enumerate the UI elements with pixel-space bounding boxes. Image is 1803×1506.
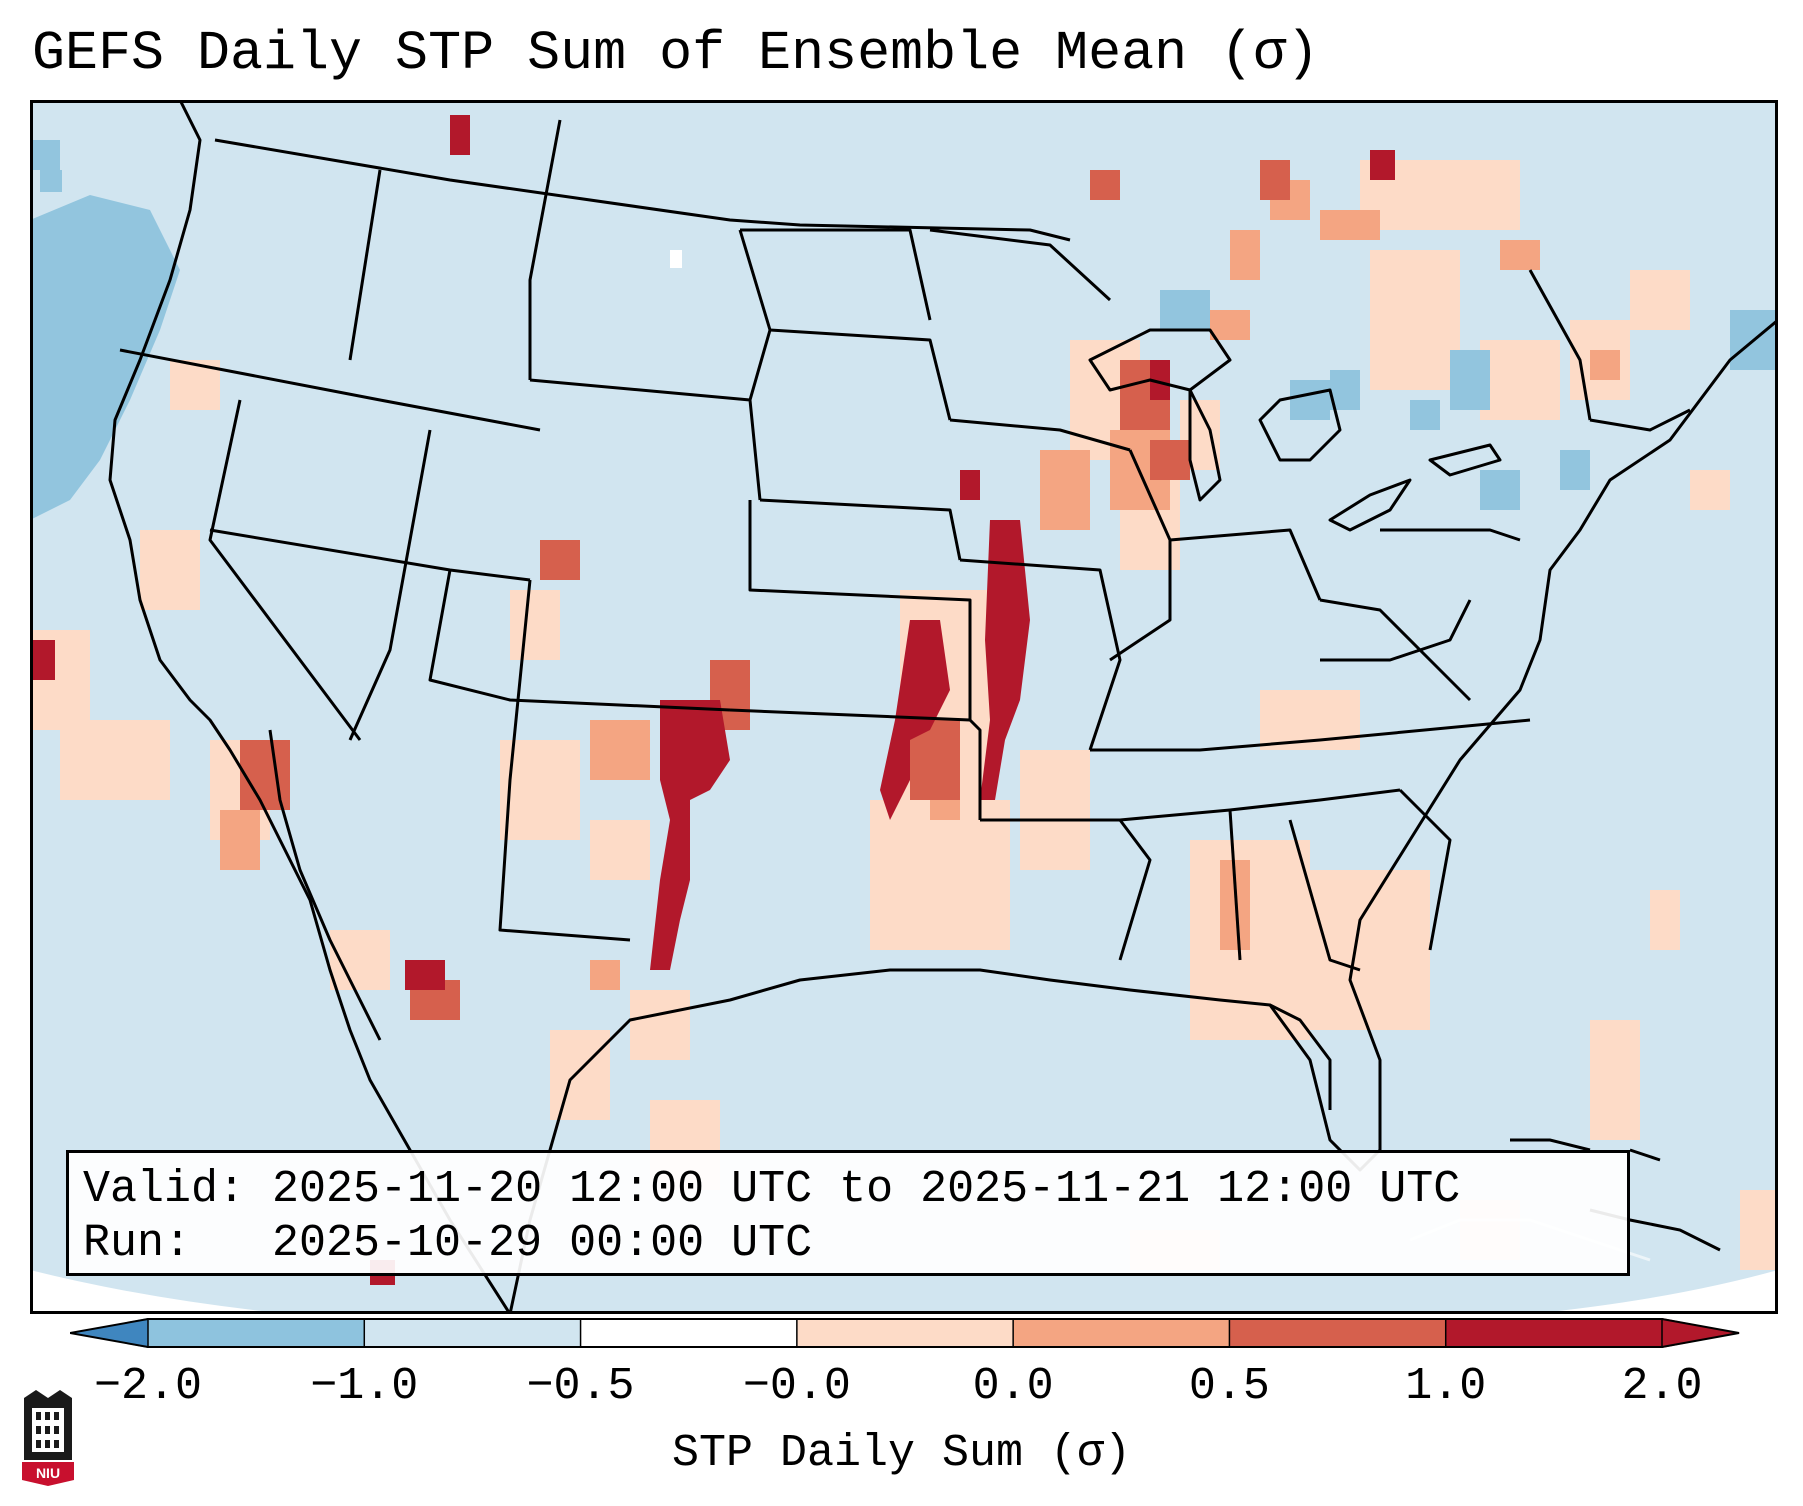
strong-positive-cells [240, 160, 1290, 1020]
colorbar [70, 1318, 1740, 1348]
lakes-negative-cells [1160, 290, 1778, 510]
colorbar-tick-label: −1.0 [310, 1361, 419, 1412]
projection-edge-left [30, 1270, 290, 1314]
colorbar-segment [1013, 1318, 1230, 1348]
run-time-text: Run: 2025-10-29 00:00 UTC [83, 1218, 813, 1269]
colorbar-label: STP Daily Sum (σ) [671, 1428, 1132, 1479]
colorbar-segment [580, 1318, 798, 1348]
colorbar-tick-label: 0.0 [972, 1361, 1054, 1412]
colorbar-tick-label: −0.0 [742, 1361, 851, 1412]
colorbar-segment [1229, 1318, 1447, 1348]
map-title: GEFS Daily STP Sum of Ensemble Mean (σ) [32, 22, 1320, 85]
map-panel [30, 100, 1778, 1314]
map-border [30, 100, 1778, 1314]
colorbar-segment [1445, 1318, 1663, 1348]
max-positive-cells [30, 115, 1395, 1285]
colorbar-extend-low [70, 1318, 148, 1348]
valid-time-text: Valid: 2025-11-20 12:00 UTC to 2025-11-2… [83, 1164, 1461, 1215]
colorbar-extend-high [1662, 1318, 1740, 1348]
colorbar-tick-label: 2.0 [1621, 1361, 1703, 1412]
colorbar-tick-label: −2.0 [93, 1361, 203, 1412]
colorbar-segment [796, 1318, 1014, 1348]
white-missing-cell [670, 250, 682, 268]
colorbar-tick-label: 0.5 [1188, 1361, 1270, 1412]
svg-text:NIU: NIU [36, 1465, 60, 1481]
niu-logo-icon: NIU [22, 1390, 74, 1486]
colorbar-segment [148, 1318, 365, 1348]
pacific-negative-anomaly [30, 140, 180, 520]
colorbar-tick-label: 1.0 [1405, 1361, 1487, 1412]
valid-run-info-box: Valid: 2025-11-20 12:00 UTC to 2025-11-2… [66, 1150, 1630, 1276]
projection-edge-right [1530, 1270, 1778, 1314]
colorbar-tick-label: −0.5 [526, 1361, 635, 1412]
colorbar-segment [364, 1318, 582, 1348]
